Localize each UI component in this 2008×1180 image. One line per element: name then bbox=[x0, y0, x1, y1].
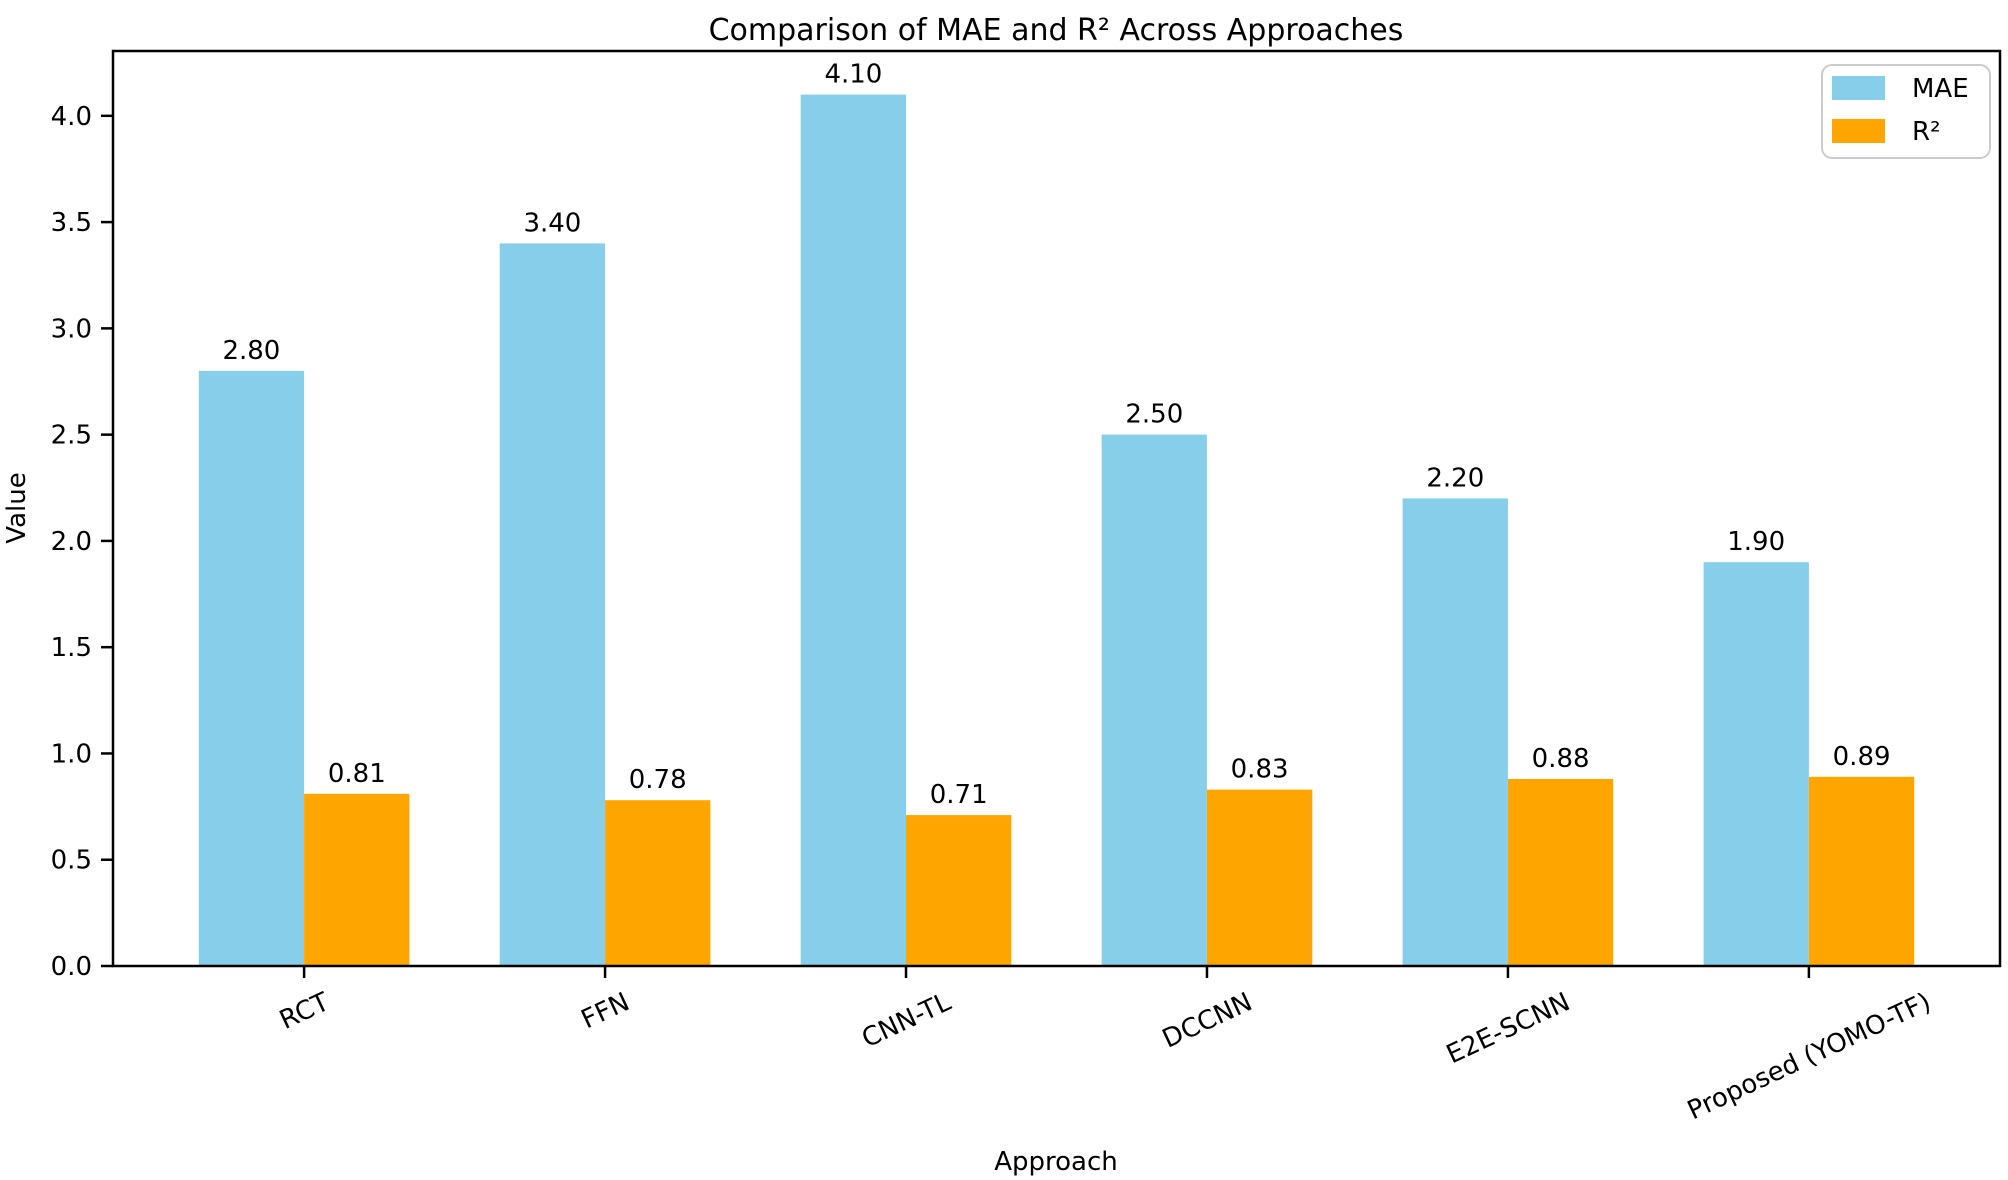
bar-value-label-mae-rct: 2.80 bbox=[222, 336, 280, 366]
y-tick-label-3.5: 3.5 bbox=[51, 208, 92, 238]
bars-layer bbox=[198, 94, 1915, 967]
bar-value-label-mae-ffn: 3.40 bbox=[523, 208, 581, 238]
axes-layer bbox=[111, 49, 2002, 968]
x-tick-label-rct: RCT bbox=[275, 987, 334, 1036]
bar-r-proposed-yomo-tf- bbox=[1808, 776, 1915, 966]
legend: MAE R² bbox=[1821, 64, 1991, 159]
bar-value-label-mae-dccnn: 2.50 bbox=[1125, 400, 1183, 430]
bar-mae-rct bbox=[198, 370, 305, 966]
y-tick-label-2.0: 2.0 bbox=[51, 527, 92, 557]
bar-r-e2e-scnn bbox=[1507, 779, 1614, 966]
bar-value-label-mae-cnn-tl: 4.10 bbox=[824, 60, 882, 90]
y-tick-label-2.5: 2.5 bbox=[51, 421, 92, 451]
bar-r-ffn bbox=[605, 800, 711, 966]
y-tick-label-1.5: 1.5 bbox=[51, 633, 92, 663]
bar-mae-ffn bbox=[499, 243, 605, 966]
x-tick-label-dccnn: DCCNN bbox=[1158, 987, 1257, 1054]
x-tick-label-cnn-tl: CNN-TL bbox=[857, 987, 956, 1054]
x-tick-label-proposed-yomo-tf-: Proposed (YOMO-TF) bbox=[1683, 987, 1936, 1126]
bar-value-label-mae-proposed-yomo-tf-: 1.90 bbox=[1727, 527, 1785, 557]
y-tick-label-0.5: 0.5 bbox=[51, 846, 92, 876]
bar-value-labels: 2.80 3.40 4.10 2.50 2.20 1.90 0.81 0.78 0.71 0.83… bbox=[222, 60, 1891, 810]
y-axis-label: Value bbox=[2, 472, 32, 543]
bar-mae-dccnn bbox=[1101, 434, 1207, 967]
y-tick-label-0.0: 0.0 bbox=[51, 952, 92, 982]
bar-value-label-r-dccnn: 0.83 bbox=[1231, 755, 1289, 785]
bar-r-cnn-tl bbox=[906, 815, 1012, 966]
y-tick-label-1.0: 1.0 bbox=[51, 740, 92, 770]
bar-mae-cnn-tl bbox=[800, 94, 906, 967]
bar-r-dccnn bbox=[1207, 789, 1313, 966]
bar-r-rct bbox=[304, 793, 410, 966]
bar-value-label-r-ffn: 0.78 bbox=[629, 765, 687, 795]
bar-mae-proposed-yomo-tf- bbox=[1703, 562, 1809, 966]
x-axis-label: Approach bbox=[994, 1147, 1118, 1177]
plot-frame bbox=[111, 49, 2002, 968]
legend-swatch-r- bbox=[1832, 119, 1885, 143]
bar-value-label-r-rct: 0.81 bbox=[328, 759, 386, 789]
ticks-layer: 0.0 0.5 1.0 1.5 2.0 2.5 3.0 3.5 4.0 RCT FFN CNN-TL D… bbox=[51, 102, 1936, 1126]
legend-swatch-mae bbox=[1832, 76, 1885, 100]
bar-value-label-mae-e2e-scnn: 2.20 bbox=[1426, 463, 1484, 493]
x-tick-label-e2e-scnn: E2E-SCNN bbox=[1442, 987, 1575, 1070]
legend-label-mae: MAE bbox=[1912, 74, 1969, 104]
bar-value-label-r-cnn-tl: 0.71 bbox=[930, 780, 988, 810]
y-tick-label-4.0: 4.0 bbox=[51, 102, 92, 132]
chart-title: Comparison of MAE and R² Across Approach… bbox=[709, 13, 1404, 48]
legend-label-r-: R² bbox=[1912, 117, 1941, 147]
y-tick-label-3.0: 3.0 bbox=[51, 314, 92, 344]
x-tick-label-ffn: FFN bbox=[577, 987, 634, 1035]
bar-mae-e2e-scnn bbox=[1402, 498, 1508, 966]
bar-value-label-r-proposed-yomo-tf-: 0.89 bbox=[1833, 742, 1891, 772]
bar-value-label-r-e2e-scnn: 0.88 bbox=[1532, 744, 1590, 774]
